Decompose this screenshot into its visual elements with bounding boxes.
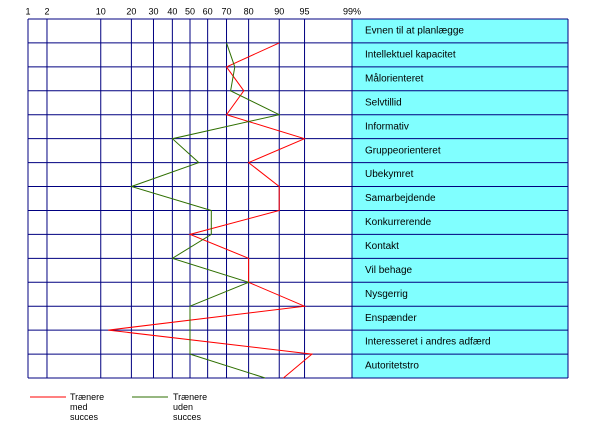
x-tick-label: 95 <box>300 6 310 16</box>
legend-label: Trænere uden succes <box>173 392 208 422</box>
x-tick-label: 10 <box>96 6 106 16</box>
category-label: Nysgerrig <box>365 289 408 300</box>
x-tick-label: 80 <box>244 6 254 16</box>
category-label: Interesseret i andres adfærd <box>365 337 491 348</box>
x-tick-label: 90 <box>274 6 284 16</box>
label-column <box>352 19 568 378</box>
category-label: Autoritetstro <box>365 361 419 372</box>
x-tick-label: 30 <box>148 6 158 16</box>
category-label: Ubekymret <box>365 169 414 180</box>
category-label: Kontakt <box>365 241 399 252</box>
category-label: Gruppeorienteret <box>365 145 441 156</box>
category-label: Evnen til at planlægge <box>365 26 464 37</box>
x-tick-label: 50 <box>185 6 195 16</box>
x-tick-label: 40 <box>167 6 177 16</box>
category-label: Samarbejdende <box>365 193 436 204</box>
category-label: Målorienteret <box>365 72 424 84</box>
x-tick-label: 70 <box>222 6 232 16</box>
category-label: Vil behage <box>365 265 413 276</box>
series-line <box>129 42 281 379</box>
category-label: Intellektuel kapacitet <box>365 50 456 61</box>
series-line <box>108 42 314 379</box>
category-label: Selvtillid <box>365 97 402 108</box>
category-label: Informativ <box>365 121 409 132</box>
x-tick-label: 1 <box>25 6 30 16</box>
x-tick-label: 20 <box>126 6 136 16</box>
x-tick-label: 60 <box>203 6 213 16</box>
x-tick-label: 99% <box>343 6 361 16</box>
category-label: Konkurrerende <box>365 217 432 228</box>
x-tick-label: 2 <box>44 6 49 16</box>
legend-label: Trænere med succes <box>70 392 105 422</box>
category-label: Enspænder <box>365 313 417 324</box>
